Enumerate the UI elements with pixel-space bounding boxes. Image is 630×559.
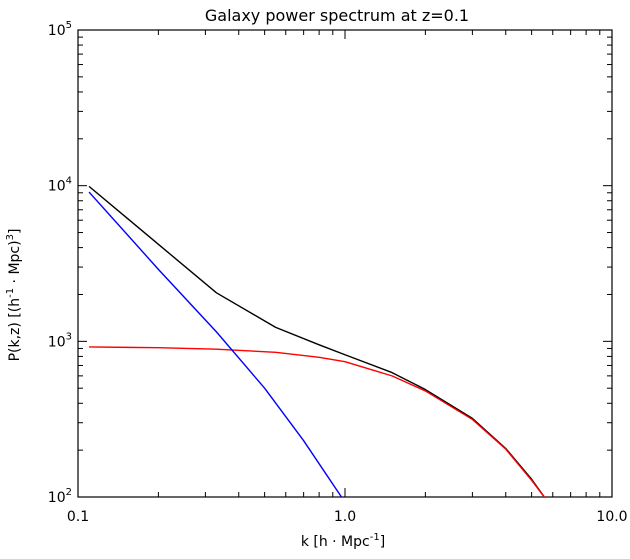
- x-tick-label: 1.0: [334, 509, 356, 525]
- y-tick-label: 104: [48, 176, 72, 195]
- x-axis-label: k [h · Mpc-1]: [301, 532, 385, 550]
- plot-border: [77, 29, 613, 498]
- series-line-blue: [88, 191, 343, 497]
- x-tick-labels: 0.1 1.0 10.0: [67, 509, 628, 525]
- series-lines: [88, 185, 546, 497]
- series-line-black: [88, 185, 546, 497]
- y-tick-label: 103: [48, 331, 72, 350]
- chart-title: Galaxy power spectrum at z=0.1: [205, 6, 469, 25]
- x-tick-label: 10.0: [596, 509, 627, 525]
- tick-marks: [77, 29, 613, 498]
- y-tick-label: 105: [48, 20, 72, 39]
- plot-frame: [77, 29, 613, 498]
- series-line-red: [89, 346, 546, 497]
- y-tick-labels: 102 103 104 105: [48, 20, 72, 506]
- x-tick-label: 0.1: [67, 509, 89, 525]
- y-tick-label: 102: [48, 487, 72, 506]
- y-axis-label: P(k,z) [(h-1 · Mpc)3]: [5, 229, 23, 362]
